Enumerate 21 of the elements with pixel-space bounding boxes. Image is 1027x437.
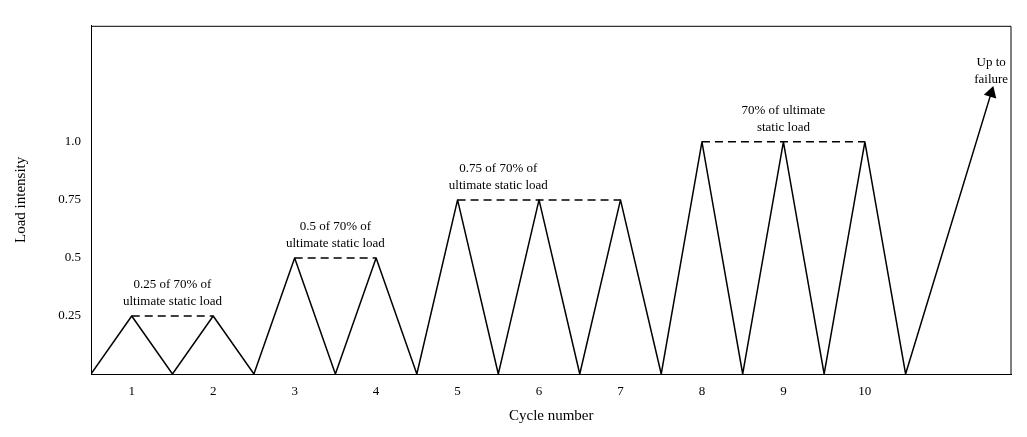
x-tick-label: 4	[372, 383, 380, 399]
y-tick-label: 0.5	[64, 249, 81, 265]
y-tick-label: 0.75	[58, 191, 81, 207]
x-tick-label: 3	[291, 383, 298, 399]
x-tick-label: 10	[858, 383, 872, 399]
x-tick-label: 1	[128, 383, 135, 399]
annotation: 0.25 of 70% of ultimate static load	[123, 276, 223, 309]
annotation: 0.5 of 70% of ultimate static load	[285, 218, 386, 251]
x-tick-label: 6	[535, 383, 543, 399]
y-tick-label: 0.25	[58, 307, 81, 323]
x-tick-label: 7	[617, 383, 625, 399]
x-tick-label: 2	[209, 383, 217, 399]
y-tick-label: 1.0	[64, 133, 81, 149]
x-axis-title: Cycle number	[508, 406, 594, 423]
x-tick-label: 8	[698, 383, 706, 399]
y-axis-title: Load intensity	[11, 156, 28, 244]
annotation: 0.75 of 70% of ultimate static load	[448, 160, 549, 193]
annotation: Up to failure	[974, 53, 1009, 86]
x-tick-label: 5	[454, 383, 461, 399]
annotation: 70% of ultimate static load	[741, 102, 826, 135]
x-tick-label: 9	[780, 383, 787, 399]
